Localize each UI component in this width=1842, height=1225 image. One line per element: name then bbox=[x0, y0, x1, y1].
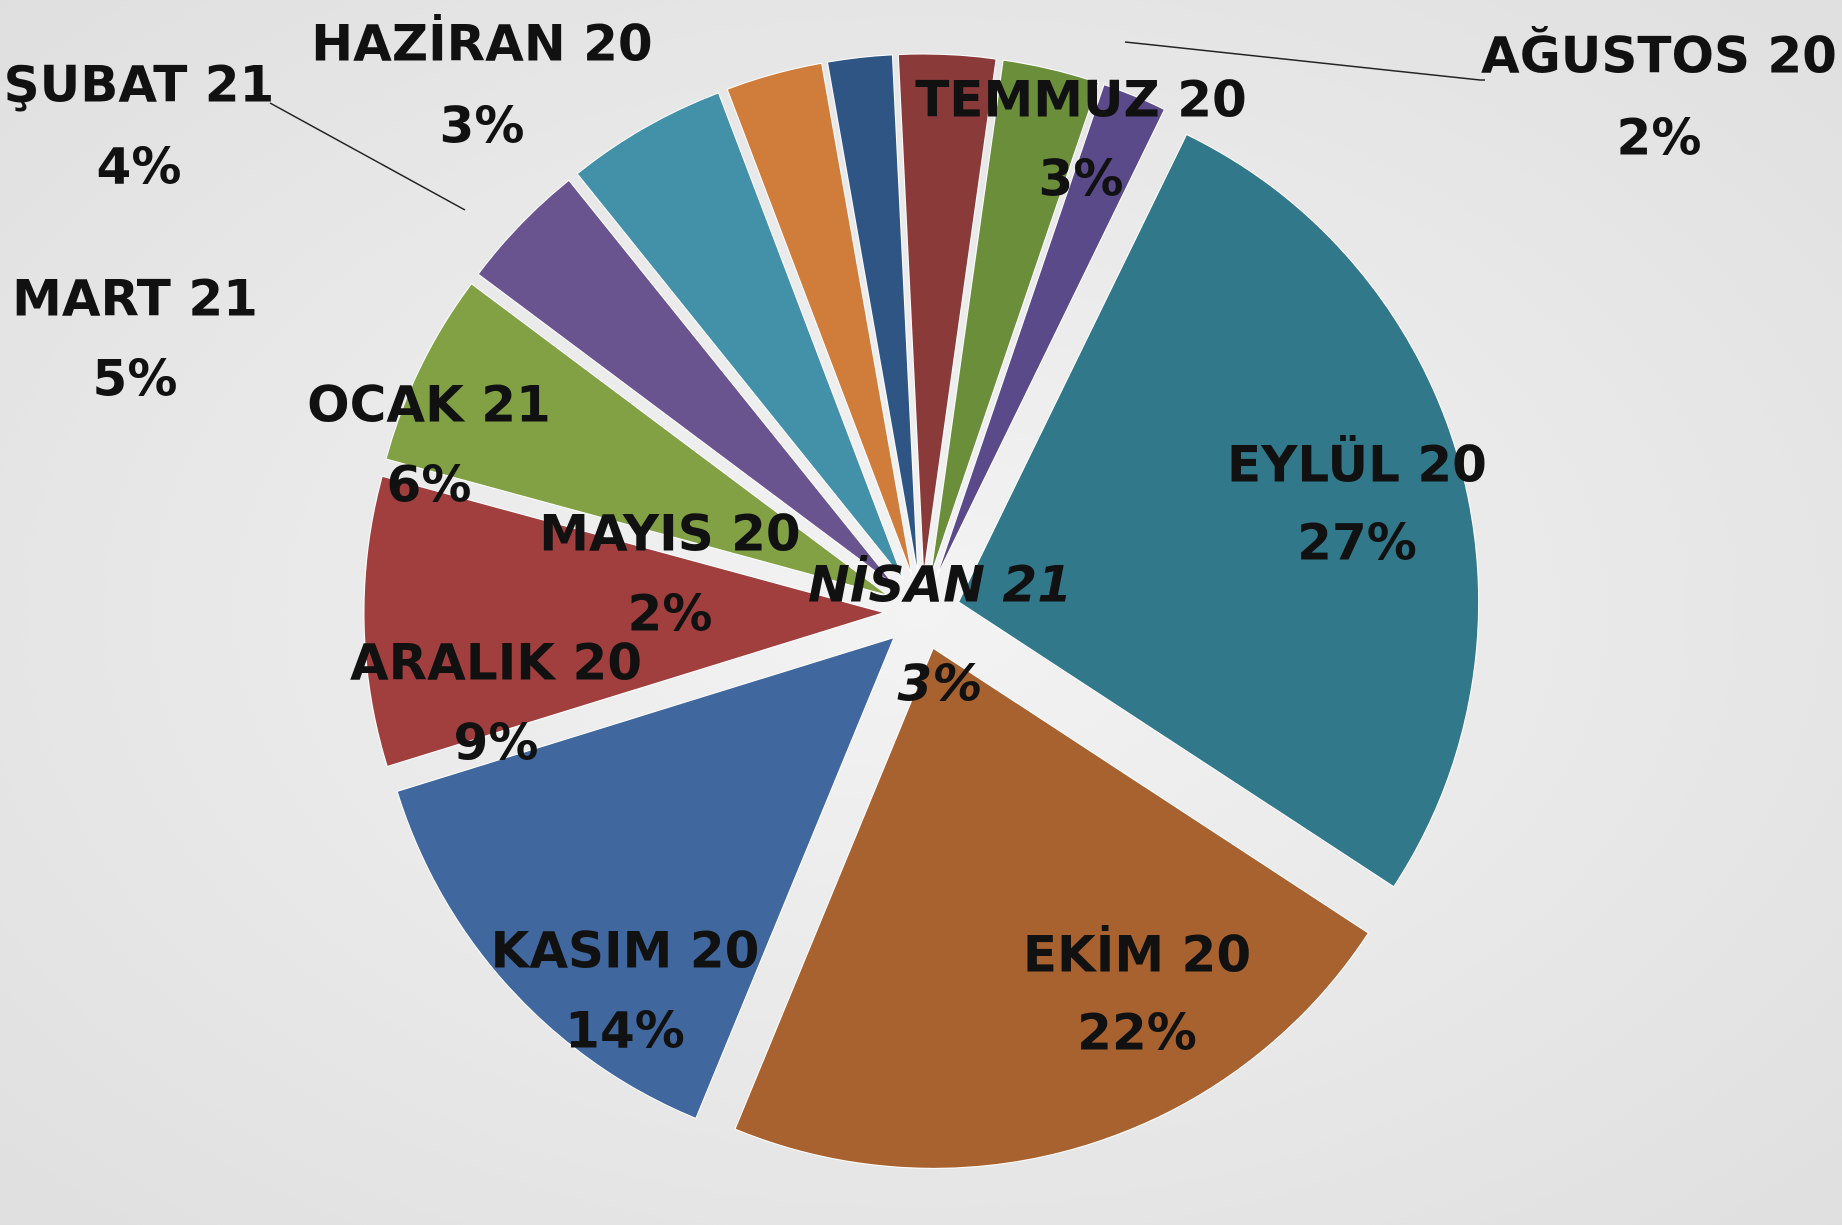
slice-label: NİSAN 21 bbox=[808, 556, 1072, 614]
slice-label: EYLÜL 20 bbox=[1227, 435, 1487, 494]
pie-slice bbox=[385, 283, 889, 596]
slice-value-label: 14% bbox=[565, 1002, 685, 1060]
slice-label: OCAK 21 bbox=[307, 376, 551, 434]
pie-slice bbox=[897, 53, 997, 575]
pie-slice bbox=[396, 636, 895, 1120]
slice-label: AĞUSTOS 20 bbox=[1481, 26, 1837, 85]
pie-slice bbox=[734, 647, 1370, 1169]
slice-value-label: 9% bbox=[454, 714, 539, 772]
leader-line bbox=[1124, 41, 1485, 81]
pie-slice bbox=[477, 179, 896, 587]
slice-value-label: 4% bbox=[97, 138, 182, 196]
slice-label: ŞUBAT 21 bbox=[4, 56, 275, 114]
slice-label: HAZİRAN 20 bbox=[311, 15, 652, 73]
pie-slice bbox=[576, 92, 904, 580]
pie-slice bbox=[930, 59, 1100, 576]
pie-slice bbox=[363, 475, 886, 768]
slice-label: MART 21 bbox=[12, 270, 258, 328]
slice-value-label: 3% bbox=[440, 97, 525, 155]
slice-value-label: 22% bbox=[1077, 1004, 1197, 1062]
slice-value-label: 2% bbox=[628, 585, 713, 643]
slice-value-label: 2% bbox=[1617, 109, 1702, 167]
slice-label: TEMMUZ 20 bbox=[915, 71, 1247, 129]
slice-value-label: 6% bbox=[387, 456, 472, 514]
slice-label: ARALIK 20 bbox=[350, 634, 642, 692]
pie-slice bbox=[936, 83, 1166, 578]
pie-slice bbox=[726, 62, 913, 576]
pie-slice bbox=[826, 54, 919, 575]
slice-label: KASIM 20 bbox=[491, 922, 760, 980]
slice-value-label: 27% bbox=[1297, 514, 1417, 572]
pie-slice bbox=[957, 133, 1480, 888]
slice-value-label: 5% bbox=[93, 350, 178, 408]
slice-value-label: 3% bbox=[1039, 150, 1124, 208]
slice-label: MAYIS 20 bbox=[539, 505, 800, 563]
slice-label: EKİM 20 bbox=[1023, 926, 1251, 984]
slice-value-label: 3% bbox=[898, 655, 983, 713]
leader-line bbox=[269, 102, 466, 211]
